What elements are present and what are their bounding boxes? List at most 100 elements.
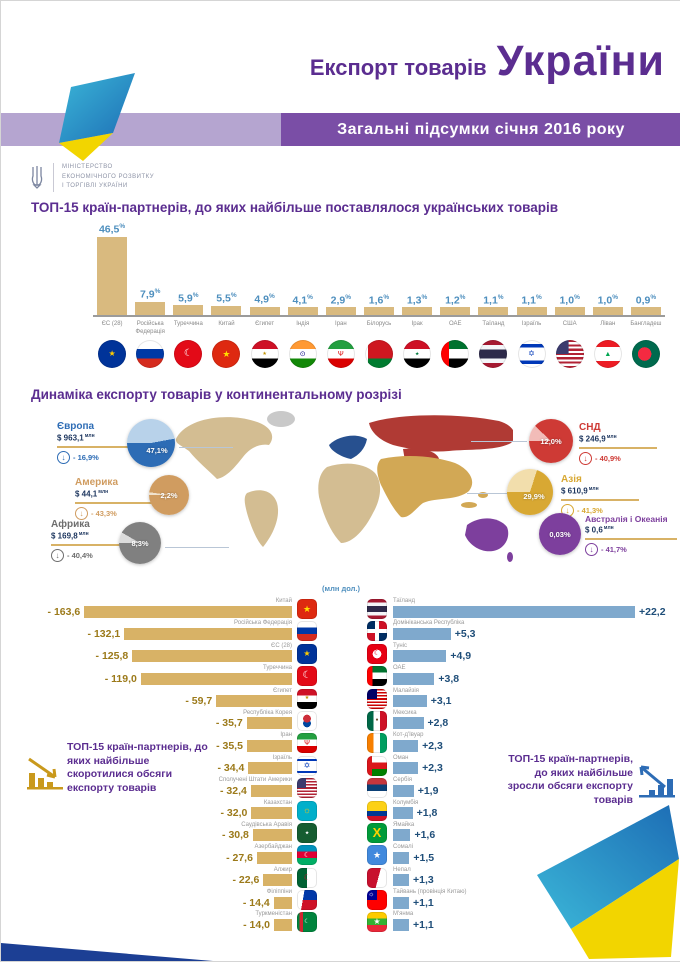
bar <box>393 918 409 931</box>
continent-america-pie: 2,2% <box>149 475 189 515</box>
kazakhstan-flag-icon <box>297 800 317 821</box>
bar-value: - 34,4 <box>217 762 245 775</box>
china-flag-icon <box>297 599 317 619</box>
bar <box>393 829 411 842</box>
continent-name: Азія <box>561 474 582 485</box>
bar <box>248 762 292 775</box>
flag-cell <box>284 337 322 371</box>
chart-row: Єгипет - 59,7 <box>36 687 292 709</box>
bar <box>274 918 292 931</box>
country-label: Єгипет <box>245 315 284 337</box>
decrease-caption: ТОП-15 країн-партнерів, до яких найбільш… <box>67 741 208 794</box>
top-bar-cell: 4,9% <box>246 221 284 315</box>
connector-line <box>471 441 527 442</box>
china-flag-icon <box>212 340 241 368</box>
down-arrow-icon: ↓ <box>51 548 64 562</box>
bar-value: 2,9% <box>330 293 352 307</box>
flag-cell <box>474 337 512 371</box>
continent-value: $ 0,6млн <box>585 525 614 535</box>
down-arrow-icon: ↓ <box>57 450 70 464</box>
chart-row: Мексика +2,8 <box>393 709 676 731</box>
top-bar-cell: 1,1% <box>512 221 550 315</box>
russia-flag-icon <box>136 340 165 368</box>
bar-value: 46,5% <box>98 223 126 236</box>
ministry-line: ЕКОНОМІЧНОГО РОЗВИТКУ <box>62 173 155 180</box>
bar-line: - 14,0 <box>36 918 292 931</box>
ministry-block: МІНІСТЕРСТВО ЕКОНОМІЧНОГО РОЗВИТКУ І ТОР… <box>29 163 154 192</box>
declining-chart-icon <box>27 757 63 790</box>
flag-cell <box>246 337 284 371</box>
country-label: ОАЕ <box>393 665 406 672</box>
uae-flag-icon <box>441 340 470 368</box>
bar <box>251 807 292 820</box>
top15-share-chart: 46,5% 7,9% 5,9% 5,5% 4,9% 4,1% 2,9% 1,6% 1,3% 1,2… <box>93 221 665 371</box>
chart-row: Китай - 163,6 <box>36 597 292 619</box>
down-arrow-icon: ↓ <box>75 506 88 520</box>
chart-row: Домініканська Республіка +5,3 <box>393 619 676 641</box>
country-label: Таїланд <box>474 315 513 337</box>
country-label: ЄС (28) <box>271 642 292 649</box>
country-label: Сербія <box>393 777 413 784</box>
iraq-flag-icon <box>403 340 432 368</box>
country-label: Таїланд <box>393 598 416 604</box>
chart-row: Кот-д'Івуар +2,3 <box>393 731 676 753</box>
continent-australia-stats: Австралія і Океанія $ 0,6млн ↓ - 41,7% <box>585 514 677 556</box>
flag-cell <box>551 337 589 371</box>
decrease-flags-column <box>297 599 317 935</box>
eu-flag-icon <box>98 340 127 368</box>
bar-value: - 35,5 <box>216 739 243 752</box>
philippines-flag-icon <box>297 890 317 911</box>
country-label: Сомалі <box>393 844 413 851</box>
bar <box>250 784 292 797</box>
bar <box>263 874 292 887</box>
bar-line: +2,3 <box>393 762 676 775</box>
bar-value: - 35,7 <box>215 717 243 730</box>
country-label: Китай <box>275 598 292 604</box>
bar-value: +2,3 <box>422 762 443 775</box>
bar-value: +4,9 <box>450 650 472 663</box>
continent-name: Австралія і Океанія <box>585 514 668 524</box>
turkey-flag-icon <box>297 666 317 687</box>
ministry-line: І ТОРГІВЛІ УКРАЇНИ <box>62 183 128 190</box>
turkmenistan-flag-icon <box>297 912 317 933</box>
bar <box>554 307 585 315</box>
bar-value: - 32,0 <box>220 807 248 820</box>
flag-cell <box>169 337 207 371</box>
country-label: Казахстан <box>263 799 292 806</box>
top-bar-cell: 1,6% <box>360 221 398 315</box>
flag-cell <box>131 337 169 371</box>
country-label: Туніс <box>393 642 407 649</box>
bar <box>246 717 292 730</box>
chart-row: Алжир - 22,6 <box>36 866 292 888</box>
myanmar-flag-icon <box>367 912 387 933</box>
bar-line: - 119,0 <box>36 672 292 685</box>
bar-value: - 27,6 <box>226 851 253 864</box>
mexico-flag-icon <box>367 710 387 731</box>
country-label: Іран <box>280 732 292 739</box>
bar <box>84 605 292 618</box>
bar <box>363 307 394 315</box>
bar <box>325 307 356 315</box>
bar <box>393 672 435 685</box>
bar <box>273 896 292 909</box>
bar-line: +2,3 <box>393 739 676 752</box>
country-label: Ліван <box>588 315 627 337</box>
bar-value: +2,8 <box>427 717 449 730</box>
egypt-flag-icon <box>297 688 317 709</box>
bar-value: - 22,6 <box>232 874 260 887</box>
flag-cell <box>512 337 550 371</box>
country-label: Іран <box>321 315 360 337</box>
bar-value: +5,3 <box>454 627 476 640</box>
colombia-flag-icon <box>367 800 387 821</box>
bar-line: - 34,4 <box>36 762 292 775</box>
flag-cell <box>360 337 398 371</box>
ribbon-decoration-bottom-right <box>537 805 679 959</box>
bar-value: - 163,6 <box>47 605 81 618</box>
lebanon-flag-icon <box>593 340 622 368</box>
country-label: Російська Федерація <box>131 315 170 337</box>
chart-row: Туркменістан - 14,0 <box>36 910 292 932</box>
bar-line: +1,8 <box>393 807 676 820</box>
country-label: Мексика <box>393 709 417 716</box>
usa-flag-icon <box>555 340 584 368</box>
bar <box>211 305 242 315</box>
